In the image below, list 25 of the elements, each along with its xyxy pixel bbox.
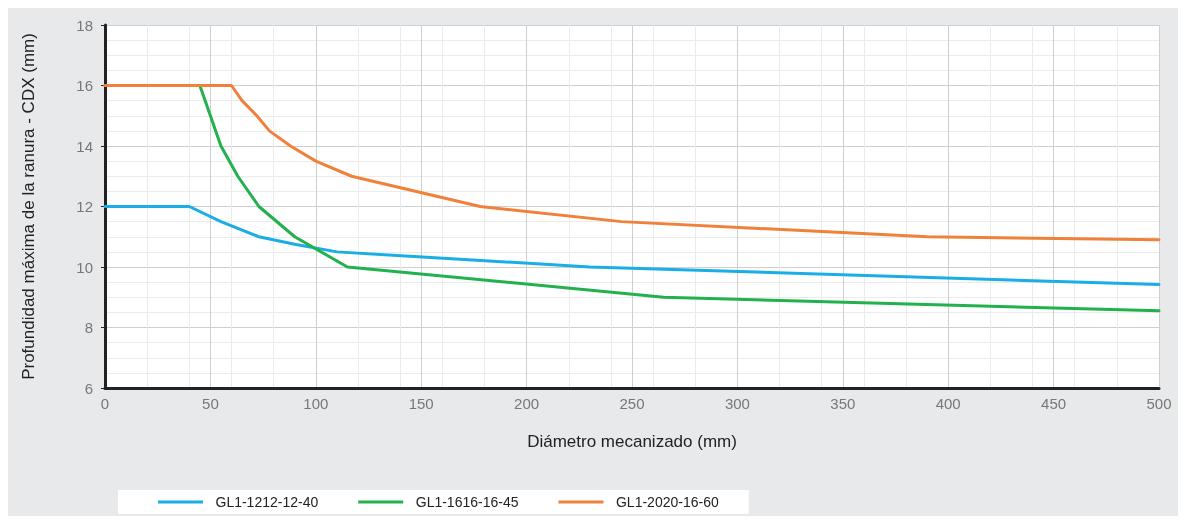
x-axis-title: Diámetro mecanizado (mm) [527, 432, 737, 451]
x-tick-label: 200 [514, 395, 540, 412]
line-series [103, 84, 1161, 242]
y-tick-label: 6 [84, 379, 93, 397]
y-axis-title: Profundidad máxima de la ranura - CDX (mm) [19, 33, 38, 380]
x-tick-label: 0 [100, 395, 110, 412]
x-tick-label: 250 [619, 395, 645, 412]
line-series [103, 205, 1161, 287]
y-tick-label: 8 [84, 319, 93, 336]
y-tick-label: 16 [76, 77, 93, 94]
legend-label: GL1-2020-16-60 [615, 494, 719, 510]
x-tick-label: 400 [935, 395, 961, 412]
y-tick-label: 14 [76, 137, 93, 155]
y-tick-label: 18 [76, 16, 93, 34]
x-tick-label: 100 [303, 395, 329, 412]
legend-label: GL1-1212-12-40 [215, 494, 319, 510]
x-tick-label: 450 [1041, 395, 1067, 412]
x-tick-label: 150 [408, 395, 434, 412]
legend-label: GL1-1616-16-45 [415, 494, 519, 510]
y-tick-label: 10 [76, 258, 93, 276]
y-tick-label: 12 [76, 198, 93, 215]
x-tick-label: 350 [830, 395, 856, 412]
x-tick-label: 500 [1146, 395, 1172, 412]
x-tick-label: 300 [724, 395, 750, 412]
x-tick-label: 50 [202, 395, 219, 412]
